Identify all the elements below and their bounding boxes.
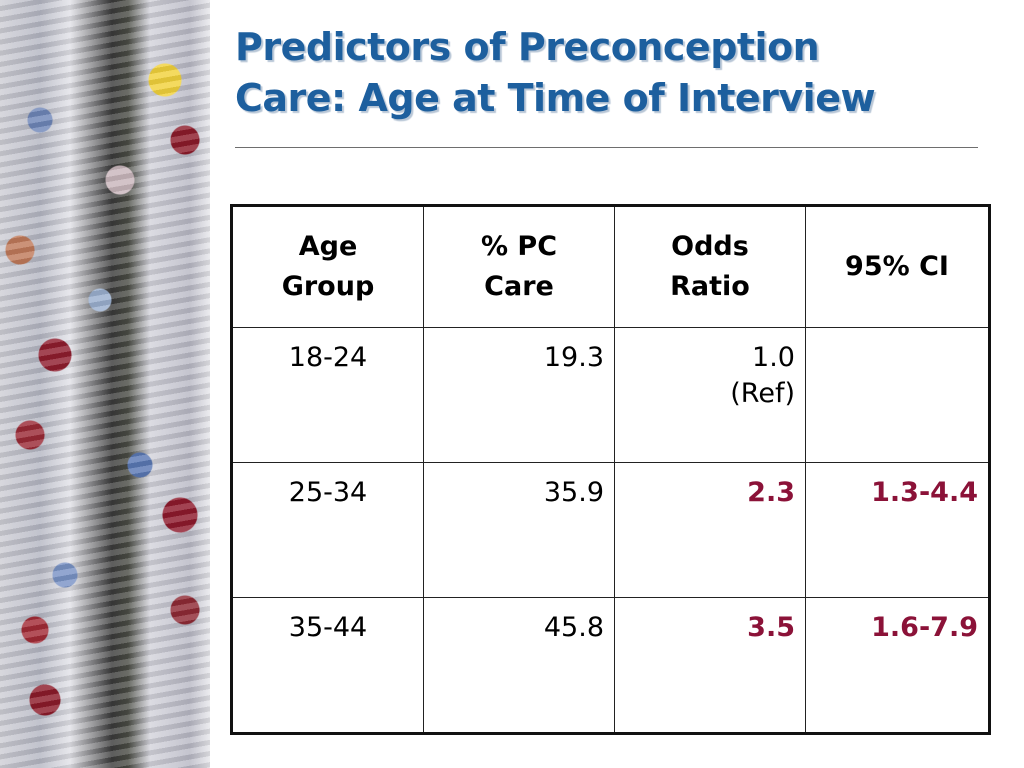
header-ci: 95% CI <box>805 205 990 328</box>
cell-odds-ratio-value: 1.0 (Ref) <box>730 342 795 409</box>
cell-age-group: 18-24 <box>231 327 424 463</box>
cell-ci: 1.3-4.4 <box>805 462 990 598</box>
header-ci-label: 95% CI <box>845 251 949 282</box>
table-row: 35-44 45.8 3.5 1.6-7.9 <box>231 597 990 734</box>
cell-odds-ratio: 3.5 <box>614 597 806 734</box>
header-age-group: Age Group <box>231 205 424 328</box>
table-header-row: Age Group % PC Care Odds Ratio 95% CI <box>231 205 990 328</box>
header-odds-ratio-label: Odds Ratio <box>670 231 750 302</box>
cell-ci: 1.6-7.9 <box>805 597 990 734</box>
header-pc-care-label: % PC Care <box>480 231 558 302</box>
cell-age-group: 35-44 <box>231 597 424 734</box>
header-odds-ratio: Odds Ratio <box>614 205 806 328</box>
slide-title-line-2: Care: Age at Time of Interview <box>235 76 876 120</box>
cell-pc-care: 35.9 <box>423 462 615 598</box>
cell-age-group: 25-34 <box>231 462 424 598</box>
table-row: 25-34 35.9 2.3 1.3-4.4 <box>231 462 990 598</box>
title-divider <box>235 147 978 148</box>
decorative-glass-strip <box>0 0 210 768</box>
cell-odds-ratio: 2.3 <box>614 462 806 598</box>
slide-title: Predictors of Preconception Care: Age at… <box>235 22 876 124</box>
cell-pc-care: 19.3 <box>423 327 615 463</box>
slide-title-line-1: Predictors of Preconception <box>235 25 820 69</box>
table-row: 18-24 19.3 1.0 (Ref) <box>231 327 990 463</box>
cell-ci <box>805 327 990 463</box>
cell-pc-care: 45.8 <box>423 597 615 734</box>
cell-odds-ratio: 1.0 (Ref) <box>614 327 806 463</box>
header-pc-care: % PC Care <box>423 205 615 328</box>
header-age-group-label: Age Group <box>281 231 375 302</box>
odds-ratio-table: Age Group % PC Care Odds Ratio 95% CI 18… <box>230 204 991 735</box>
